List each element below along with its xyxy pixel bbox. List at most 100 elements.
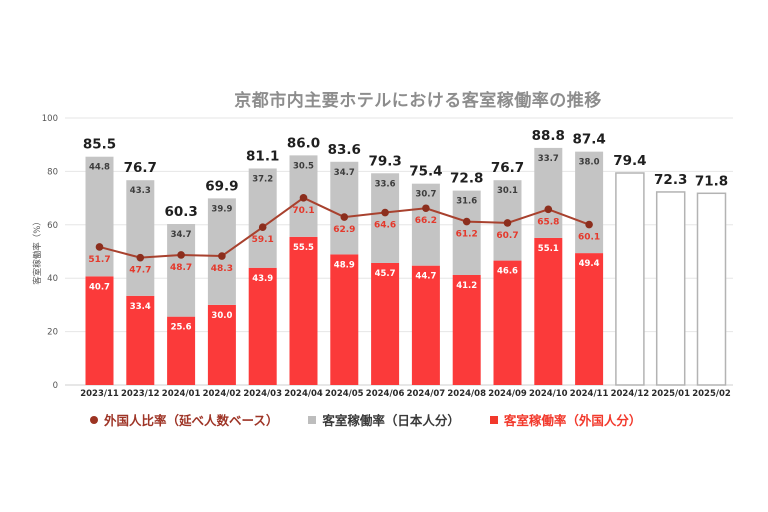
legend-label: 客室稼働率（外国人分）: [503, 413, 642, 428]
x-tick-label: 2023/11: [80, 389, 119, 399]
legend-item-foreign-ratio: 外国人比率（延べ人数ベース）: [90, 410, 278, 429]
y-tick-label: 40: [47, 274, 58, 284]
bar-value-japanese: 43.3: [130, 186, 151, 196]
y-tick-label: 0: [53, 381, 58, 391]
bar-total-label: 86.0: [287, 135, 320, 151]
line-marker-icon: [422, 204, 430, 213]
bar-total-label: 85.5: [83, 137, 116, 153]
bar-total-label: 81.1: [246, 148, 279, 164]
bar-total-label: 72.3: [654, 172, 687, 188]
line-value-label: 62.9: [333, 225, 355, 235]
bar-segment-japanese: [330, 161, 359, 255]
bar-value-foreign: 25.6: [171, 323, 192, 333]
bar-value-japanese: 33.7: [538, 154, 559, 164]
x-tick-label: 2024/01: [162, 389, 201, 399]
x-tick-label: 2023/12: [121, 389, 160, 399]
line-marker-icon: [462, 217, 471, 226]
line-marker-icon: [585, 220, 593, 229]
bar-total-label: 87.4: [572, 132, 605, 148]
legend-label: 外国人比率（延べ人数ベース）: [104, 413, 279, 428]
x-tick-label: 2024/10: [529, 389, 568, 399]
line-value-label: 70.1: [292, 206, 314, 216]
x-tick-label: 2024/09: [488, 389, 527, 399]
bar-segment-foreign: [126, 295, 155, 385]
legend-label: 客室稼働率（日本人分）: [322, 413, 460, 428]
line-marker-icon: [218, 252, 226, 260]
bar-forecast: [696, 192, 727, 386]
x-tick-label: 2025/01: [651, 389, 690, 399]
bar-value-japanese: 38.0: [579, 158, 600, 168]
bar-value-foreign: 48.9: [334, 260, 355, 270]
bar-value-foreign: 30.0: [211, 311, 232, 321]
bar-value-japanese: 44.8: [89, 163, 110, 173]
y-tick-label: 100: [42, 114, 58, 124]
bar-segment-foreign: [534, 237, 563, 385]
x-tick-label: 2025/02: [692, 389, 731, 399]
bar-value-japanese: 37.2: [252, 174, 273, 184]
bar-total-label: 69.9: [205, 178, 238, 194]
line-marker-icon: [95, 243, 104, 251]
bar-total-label: 71.8: [695, 173, 728, 189]
bar-total-label: 72.8: [450, 171, 483, 187]
bar-segment-foreign: [371, 262, 400, 385]
y-axis-title: 客室稼働率（%）: [32, 217, 43, 285]
bar-value-japanese: 34.7: [171, 230, 192, 240]
bar-value-foreign: 55.5: [293, 243, 314, 253]
chart-title: 京都市内主要ホテルにおける客室稼働率の推移: [234, 91, 602, 111]
line-marker-icon: [544, 205, 553, 214]
bar-total-label: 79.4: [613, 153, 646, 169]
bar-segment-japanese: [534, 147, 563, 238]
line-marker-icon: [299, 194, 308, 202]
bar-value-japanese: 31.6: [456, 197, 477, 207]
bar-forecast: [655, 191, 686, 386]
x-tick-label: 2024/07: [407, 389, 446, 399]
legend-square-icon: [489, 415, 498, 424]
line-marker-icon: [258, 223, 267, 232]
y-tick-label: 20: [47, 328, 58, 338]
y-tick-label: 60: [47, 221, 58, 231]
bar-value-japanese: 39.9: [211, 204, 232, 214]
bar-segment-foreign: [493, 260, 522, 385]
bar-segment-japanese: [126, 180, 155, 296]
bar-value-foreign: 40.7: [89, 282, 110, 292]
line-value-label: 60.7: [496, 231, 518, 241]
x-tick-label: 2024/12: [611, 389, 650, 399]
line-value-label: 51.7: [88, 255, 110, 265]
bar-forecast: [615, 172, 645, 386]
bar-value-foreign: 49.4: [579, 259, 600, 269]
bar-segment-foreign: [330, 254, 359, 385]
line-value-label: 61.2: [456, 230, 478, 240]
line-value-label: 47.7: [129, 266, 151, 276]
bar-value-foreign: 41.2: [456, 281, 477, 291]
line-marker-icon: [177, 251, 185, 259]
bar-segment-foreign: [85, 276, 114, 385]
x-tick-label: 2024/03: [243, 389, 282, 399]
bar-segment-foreign: [167, 316, 196, 385]
line-value-label: 66.2: [415, 216, 437, 226]
bar-segment-japanese: [575, 151, 604, 254]
bar-segment-japanese: [167, 223, 196, 317]
line-value-label: 60.1: [578, 233, 600, 243]
bar-value-foreign: 55.1: [538, 244, 559, 254]
bar-segment-japanese: [411, 183, 440, 266]
legend-dot-icon: [90, 415, 98, 424]
bar-value-foreign: 46.6: [497, 267, 518, 277]
line-value-label: 65.8: [537, 217, 559, 227]
line-marker-icon: [340, 213, 349, 221]
bar-total-label: 60.3: [164, 204, 197, 220]
bar-value-japanese: 34.7: [334, 168, 355, 178]
y-tick-label: 80: [47, 167, 58, 177]
x-tick-label: 2024/04: [284, 389, 323, 399]
bar-segment-japanese: [207, 198, 236, 305]
bar-total-label: 83.6: [328, 142, 361, 158]
x-tick-label: 2024/06: [366, 389, 405, 399]
bar-segment-japanese: [248, 168, 277, 268]
x-tick-label: 2024/08: [447, 389, 486, 399]
bar-segment-japanese: [371, 173, 400, 263]
bar-segment-foreign: [207, 304, 236, 385]
line-value-label: 64.6: [374, 221, 396, 231]
bar-value-japanese: 30.7: [415, 190, 436, 200]
bar-value-foreign: 33.4: [130, 302, 151, 312]
